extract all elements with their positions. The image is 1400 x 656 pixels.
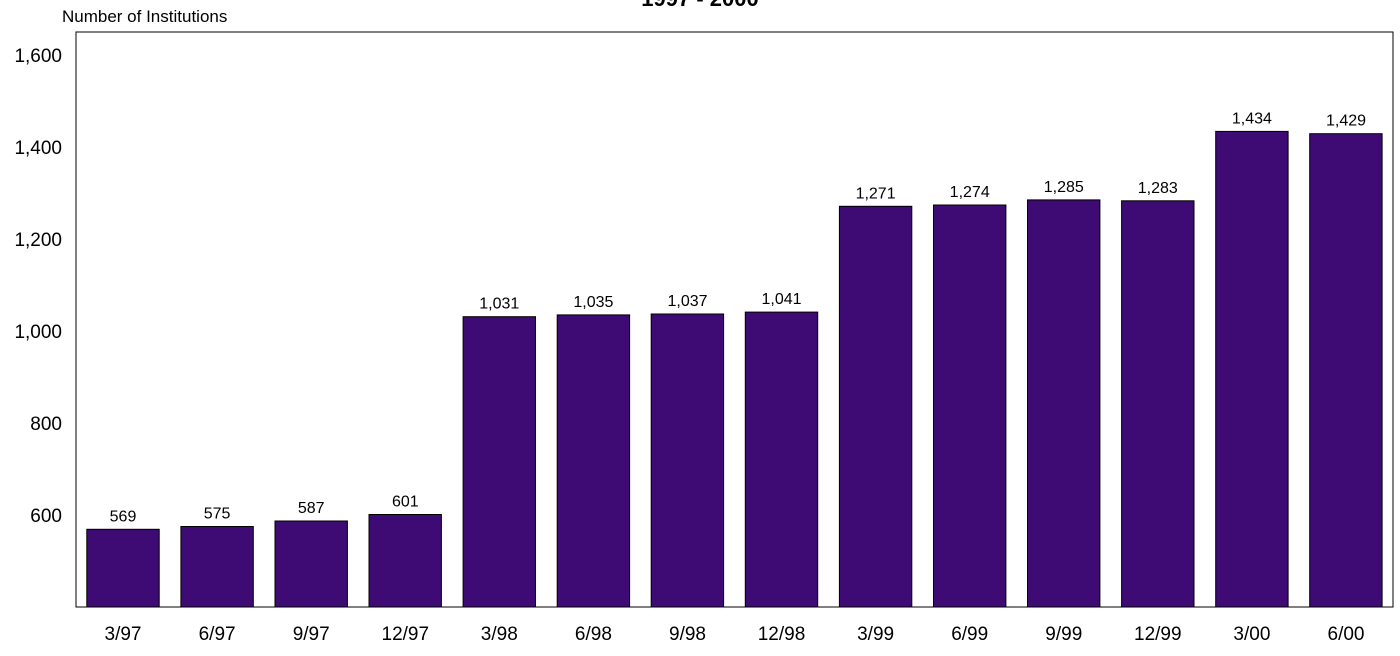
- bar-9/98: [650, 313, 725, 608]
- x-tick-label: 3/98: [481, 624, 518, 645]
- plot-area-frame: [75, 31, 1394, 608]
- bar-value-label: 1,037: [667, 293, 707, 310]
- bar-value-label: 587: [298, 500, 325, 517]
- x-tick-label: 12/97: [382, 624, 430, 645]
- bar-value-label: 1,031: [479, 296, 519, 313]
- y-tick-label: 1,200: [14, 230, 62, 251]
- x-tick-label: 12/98: [758, 624, 806, 645]
- bar-3/97: [86, 528, 160, 608]
- bar-12/97: [368, 514, 442, 608]
- x-axis-ticks: 3/97 6/97 9/97 12/97 3/98 6/98 9/98 12/98 3/99 6/…: [105, 624, 1365, 645]
- x-tick-label: 9/99: [1045, 624, 1082, 645]
- x-tick-label: 6/98: [575, 624, 612, 645]
- bar-3/00: [1215, 130, 1289, 608]
- y-tick-label: 1,600: [14, 46, 62, 67]
- x-tick-label: 9/97: [293, 624, 330, 645]
- x-tick-label: 6/99: [951, 624, 988, 645]
- x-tick-label: 3/00: [1233, 624, 1270, 645]
- bar-value-label: 575: [204, 506, 231, 523]
- bar-value-label: 1,041: [761, 291, 801, 308]
- bar-6/99: [933, 204, 1007, 608]
- y-tick-label: 1,400: [14, 138, 62, 159]
- x-tick-label: 3/99: [857, 624, 894, 645]
- bar-9/97: [274, 520, 348, 608]
- bar-12/99: [1121, 200, 1195, 608]
- x-tick-label: 6/97: [199, 624, 236, 645]
- x-tick-label: 12/99: [1134, 624, 1182, 645]
- x-tick-label: 6/00: [1328, 624, 1365, 645]
- y-axis-label: Number of Institutions: [62, 7, 227, 26]
- bar-value-label: 1,283: [1138, 180, 1178, 197]
- y-axis-ticks: 600 800 1,000 1,200 1,400 1,600: [14, 46, 62, 527]
- bar-3/98: [462, 316, 537, 608]
- x-tick-label: 3/97: [105, 624, 142, 645]
- y-tick-label: 800: [30, 414, 62, 435]
- bar-6/00: [1309, 133, 1383, 608]
- x-tick-label: 9/98: [669, 624, 706, 645]
- bar-6/98: [556, 314, 631, 608]
- y-tick-label: 600: [30, 506, 62, 527]
- bar-value-label: 601: [392, 494, 419, 511]
- bar-12/98: [744, 311, 819, 608]
- bar-3/99: [838, 205, 913, 608]
- chart-title: 1997 - 2000: [641, 0, 758, 11]
- y-tick-label: 1,000: [14, 322, 62, 343]
- bar-value-label: 1,035: [573, 294, 613, 311]
- bar-value-label: 1,285: [1044, 179, 1084, 196]
- bar-6/97: [180, 526, 254, 608]
- bar-value-label: 1,274: [950, 184, 990, 201]
- bar-value-label: 569: [110, 508, 137, 525]
- bar-9/99: [1027, 199, 1101, 608]
- bar-value-label: 1,429: [1326, 113, 1366, 130]
- bar-value-label: 1,434: [1232, 110, 1272, 127]
- bar-value-labels: 569 575 587 601 1,031 1,035 1,037 1,041 1,271 1,2…: [110, 110, 1366, 525]
- bars-group: [86, 130, 1383, 608]
- bar-value-label: 1,271: [856, 185, 896, 202]
